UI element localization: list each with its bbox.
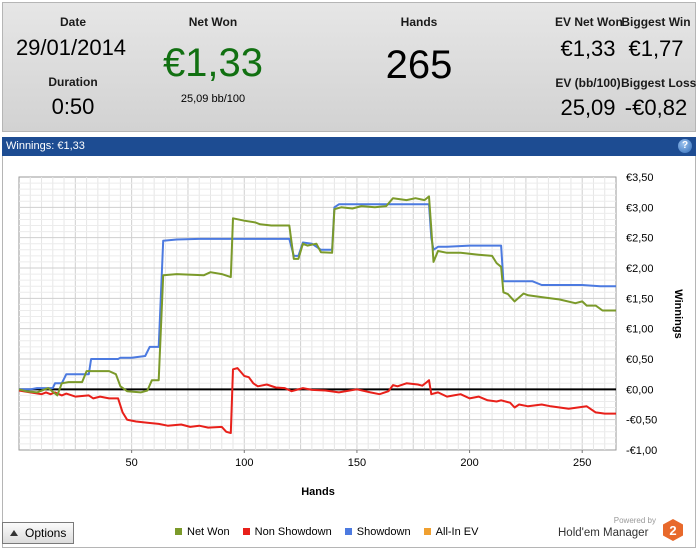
help-icon[interactable]: ? bbox=[678, 139, 692, 153]
y-tick-label: €2,00 bbox=[626, 263, 654, 275]
options-label: Options bbox=[25, 526, 67, 540]
non-showdown-swatch bbox=[242, 528, 250, 535]
session-summary-panel: Date 29/01/2014 Duration 0:50 Net Won €1… bbox=[2, 2, 696, 132]
x-tick-label: 100 bbox=[235, 457, 253, 469]
date-value: 29/01/2014 bbox=[15, 35, 127, 60]
legend-label-all-in-ev: All-In EV bbox=[435, 526, 479, 538]
x-tick-label: 150 bbox=[348, 457, 366, 469]
ev-bb100-label: EV (bb/100) bbox=[555, 76, 621, 90]
legend-label-showdown: Showdown bbox=[356, 526, 411, 538]
y-tick-label: -€0,50 bbox=[626, 415, 657, 427]
y-tick-label: €1,50 bbox=[626, 293, 654, 305]
chart-legend: Net Won Non Showdown Showdown All-In EV bbox=[175, 526, 488, 542]
biggest-win-label: Biggest Win bbox=[621, 15, 691, 29]
series-line-net-won bbox=[18, 195, 616, 397]
ev-net-won-value: €1,33 bbox=[560, 36, 616, 61]
winnings-panel-header: Winnings: €1,33 ? bbox=[2, 137, 696, 156]
legend-item-net-won[interactable]: Net Won bbox=[175, 526, 230, 538]
x-tick-label: 50 bbox=[126, 457, 138, 469]
brand-badge: Powered by Hold'em Manager 2 bbox=[558, 514, 686, 546]
legend-item-showdown[interactable]: Showdown bbox=[344, 526, 411, 538]
y-axis-label: Winnings bbox=[672, 289, 684, 338]
powered-by-text: Powered by bbox=[613, 516, 656, 525]
net-won-bb100: 25,09 bb/100 bbox=[180, 93, 246, 105]
biggest-loss-value: -€0,82 bbox=[624, 95, 688, 120]
ev-net-won-label: EV Net Won bbox=[555, 15, 623, 29]
hands-label: Hands bbox=[400, 15, 438, 29]
date-label: Date bbox=[59, 15, 86, 29]
x-tick-label: 250 bbox=[573, 457, 591, 469]
series-line-non-showdown bbox=[18, 367, 616, 434]
duration-value: 0:50 bbox=[51, 94, 95, 119]
winnings-panel-title: Winnings: €1,33 bbox=[6, 140, 85, 152]
y-tick-label: €2,50 bbox=[626, 233, 654, 245]
winnings-chart: €3,50 €3,00 €2,50 €2,00 €1,50 €1,00 €0,50 €0,00… bbox=[18, 172, 684, 498]
biggest-win-value: €1,77 bbox=[628, 36, 684, 61]
expand-up-icon bbox=[10, 530, 18, 536]
winnings-chart-area: €3,50 €3,00 €2,50 €2,00 €1,50 €1,00 €0,50 €0,00… bbox=[2, 156, 696, 548]
legend-item-non-showdown[interactable]: Non Showdown bbox=[242, 526, 332, 538]
ev-bb100-value: 25,09 bbox=[560, 95, 616, 120]
y-tick-label: €3,00 bbox=[626, 202, 654, 214]
y-tick-label: €1,00 bbox=[626, 324, 654, 336]
x-axis-label: Hands bbox=[301, 486, 335, 498]
net-won-swatch bbox=[175, 528, 182, 535]
showdown-swatch bbox=[344, 528, 352, 535]
series-line-showdown bbox=[19, 203, 616, 391]
y-tick-label: €0,50 bbox=[626, 354, 654, 366]
y-tick-label: €0,00 bbox=[626, 384, 654, 396]
hm2-logo-icon: 2 bbox=[663, 519, 683, 541]
brand-name: Hold'em Manager bbox=[558, 527, 649, 539]
all-in-ev-swatch bbox=[423, 528, 431, 535]
hands-value: 265 bbox=[385, 43, 453, 87]
biggest-loss-label: Biggest Loss bbox=[621, 76, 697, 90]
duration-label: Duration bbox=[48, 75, 98, 89]
legend-item-all-in-ev[interactable]: All-In EV bbox=[423, 526, 479, 538]
legend-label-net-won: Net Won bbox=[187, 526, 230, 538]
x-tick-label: 200 bbox=[460, 457, 478, 469]
options-button[interactable]: Options bbox=[2, 522, 74, 544]
svg-text:2: 2 bbox=[669, 523, 676, 538]
net-won-value: €1,33 bbox=[162, 41, 264, 85]
plot-area bbox=[18, 176, 617, 451]
y-tick-label: -€1,00 bbox=[626, 445, 657, 457]
net-won-label: Net Won bbox=[188, 15, 238, 29]
y-tick-label: €3,50 bbox=[626, 172, 654, 184]
legend-label-non-showdown: Non Showdown bbox=[254, 526, 332, 538]
